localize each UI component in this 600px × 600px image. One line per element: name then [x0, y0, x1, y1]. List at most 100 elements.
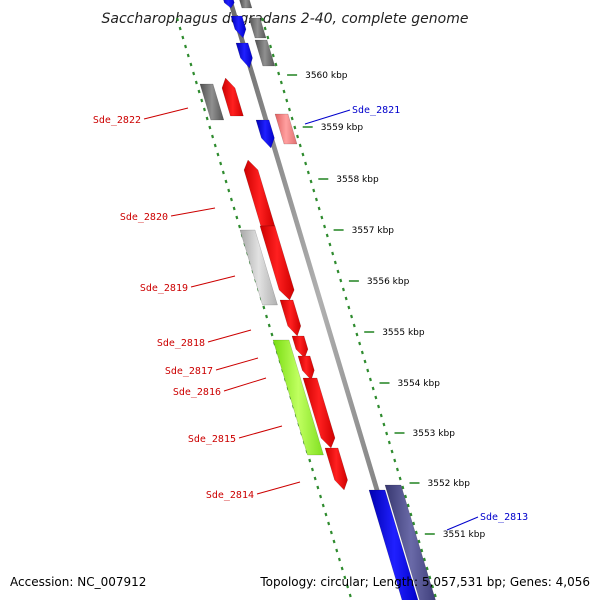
label-leader-line — [143, 107, 189, 120]
gene-block[interactable] — [302, 377, 336, 449]
right-strand-dotted-boundary — [260, 17, 437, 598]
label-leader-line — [256, 481, 301, 495]
boundary-dot — [175, 17, 179, 22]
kbp-tick-label: 3559 kbp — [321, 123, 364, 133]
gene-block[interactable] — [272, 339, 324, 456]
gene-block[interactable] — [254, 39, 276, 67]
boundary-dot — [337, 557, 341, 562]
boundary-dot — [216, 152, 220, 157]
boundary-dot — [352, 323, 356, 328]
gene-label[interactable]: Sde_2822 — [93, 115, 141, 126]
boundary-dot — [355, 332, 359, 337]
boundary-dot — [267, 323, 271, 328]
boundary-dot — [317, 206, 321, 211]
gene-block[interactable] — [255, 119, 275, 149]
boundary-dot — [341, 287, 345, 292]
boundary-dot — [387, 440, 391, 445]
boundary-dot — [395, 467, 399, 472]
label-leader-line — [304, 109, 351, 125]
boundary-dot — [363, 359, 367, 364]
boundary-dot — [279, 80, 283, 85]
gene-block[interactable] — [368, 489, 420, 600]
gene-label[interactable]: Sde_2813 — [480, 512, 528, 523]
gene-block[interactable] — [279, 299, 302, 337]
boundary-dot — [390, 449, 394, 454]
boundary-dot — [205, 116, 209, 121]
boundary-dot — [298, 143, 302, 148]
boundary-dot — [189, 62, 193, 67]
gene-block[interactable] — [291, 335, 309, 359]
gene-block[interactable] — [230, 15, 247, 39]
boundary-dot — [202, 107, 206, 112]
gene-label[interactable]: Sde_2817 — [165, 366, 213, 377]
gene-block[interactable] — [239, 229, 278, 306]
boundary-dot — [417, 539, 421, 544]
boundary-dot — [328, 242, 332, 247]
gene-block[interactable] — [274, 113, 298, 145]
gene-block[interactable] — [235, 42, 253, 69]
boundary-dot — [260, 17, 264, 22]
boundary-dot — [263, 26, 267, 31]
gene-label[interactable]: Sde_2819 — [140, 283, 188, 294]
boundary-dot — [287, 107, 291, 112]
boundary-dot — [316, 485, 320, 490]
boundary-dot — [277, 71, 281, 76]
gene-block[interactable] — [222, 0, 235, 9]
boundary-dot — [428, 575, 432, 580]
boundary-dot — [320, 215, 324, 220]
boundary-dot — [313, 476, 317, 481]
boundary-dot — [221, 170, 225, 175]
label-leader-line — [215, 357, 259, 371]
boundary-dot — [371, 386, 375, 391]
gene-label[interactable]: Sde_2821 — [352, 105, 400, 116]
boundary-dot — [282, 89, 286, 94]
gene-block[interactable] — [297, 355, 315, 381]
label-leader-line — [207, 329, 252, 343]
boundary-dot — [296, 134, 300, 139]
boundary-dot — [266, 35, 270, 40]
boundary-dot — [393, 458, 397, 463]
boundary-dot — [327, 521, 331, 526]
gene-block[interactable] — [259, 225, 295, 301]
boundary-dot — [319, 494, 323, 499]
boundary-dot — [401, 485, 405, 490]
gene-block[interactable] — [384, 484, 437, 600]
boundary-dot — [219, 161, 223, 166]
boundary-dot — [368, 377, 372, 382]
boundary-dot — [314, 197, 318, 202]
boundary-dot — [229, 197, 233, 202]
gene-block[interactable] — [248, 17, 267, 39]
kbp-tick-label: 3553 kbp — [413, 429, 456, 439]
kbp-tick-label: 3558 kbp — [336, 175, 379, 185]
kbp-tick-label: 3556 kbp — [367, 277, 410, 287]
boundary-dot — [414, 530, 418, 535]
boundary-dot — [324, 512, 328, 517]
gene-block[interactable] — [324, 447, 348, 491]
boundary-dot — [309, 179, 313, 184]
gene-label[interactable]: Sde_2814 — [206, 490, 254, 501]
label-leader-line — [446, 516, 479, 531]
boundary-dot — [197, 89, 201, 94]
gene-labels: Sde_2822 Sde_2820 Sde_2819 Sde_2818 Sde_2817… — [93, 105, 528, 531]
gene-label[interactable]: Sde_2815 — [188, 434, 236, 445]
boundary-dot — [335, 548, 339, 553]
gene-block[interactable] — [221, 77, 244, 117]
gene-block[interactable] — [199, 83, 225, 121]
gene-block[interactable] — [239, 0, 253, 9]
boundary-dot — [290, 116, 294, 121]
kbp-scale: 3560 kbp 3559 kbp 3558 kbp 3557 kbp 3556 kbp… — [287, 71, 485, 540]
boundary-dot — [374, 395, 378, 400]
gene-label[interactable]: Sde_2816 — [173, 387, 221, 398]
boundary-dot — [211, 134, 215, 139]
kbp-tick-label: 3555 kbp — [382, 328, 425, 338]
boundary-dot — [332, 539, 336, 544]
gene-block[interactable] — [243, 159, 276, 227]
boundary-dot — [404, 494, 408, 499]
boundary-dot — [398, 476, 402, 481]
gene-label[interactable]: Sde_2820 — [120, 212, 168, 223]
boundary-dot — [412, 521, 416, 526]
boundary-dot — [227, 188, 231, 193]
label-leader-line — [223, 377, 267, 392]
gene-label[interactable]: Sde_2818 — [157, 338, 205, 349]
boundary-dot — [269, 44, 273, 49]
